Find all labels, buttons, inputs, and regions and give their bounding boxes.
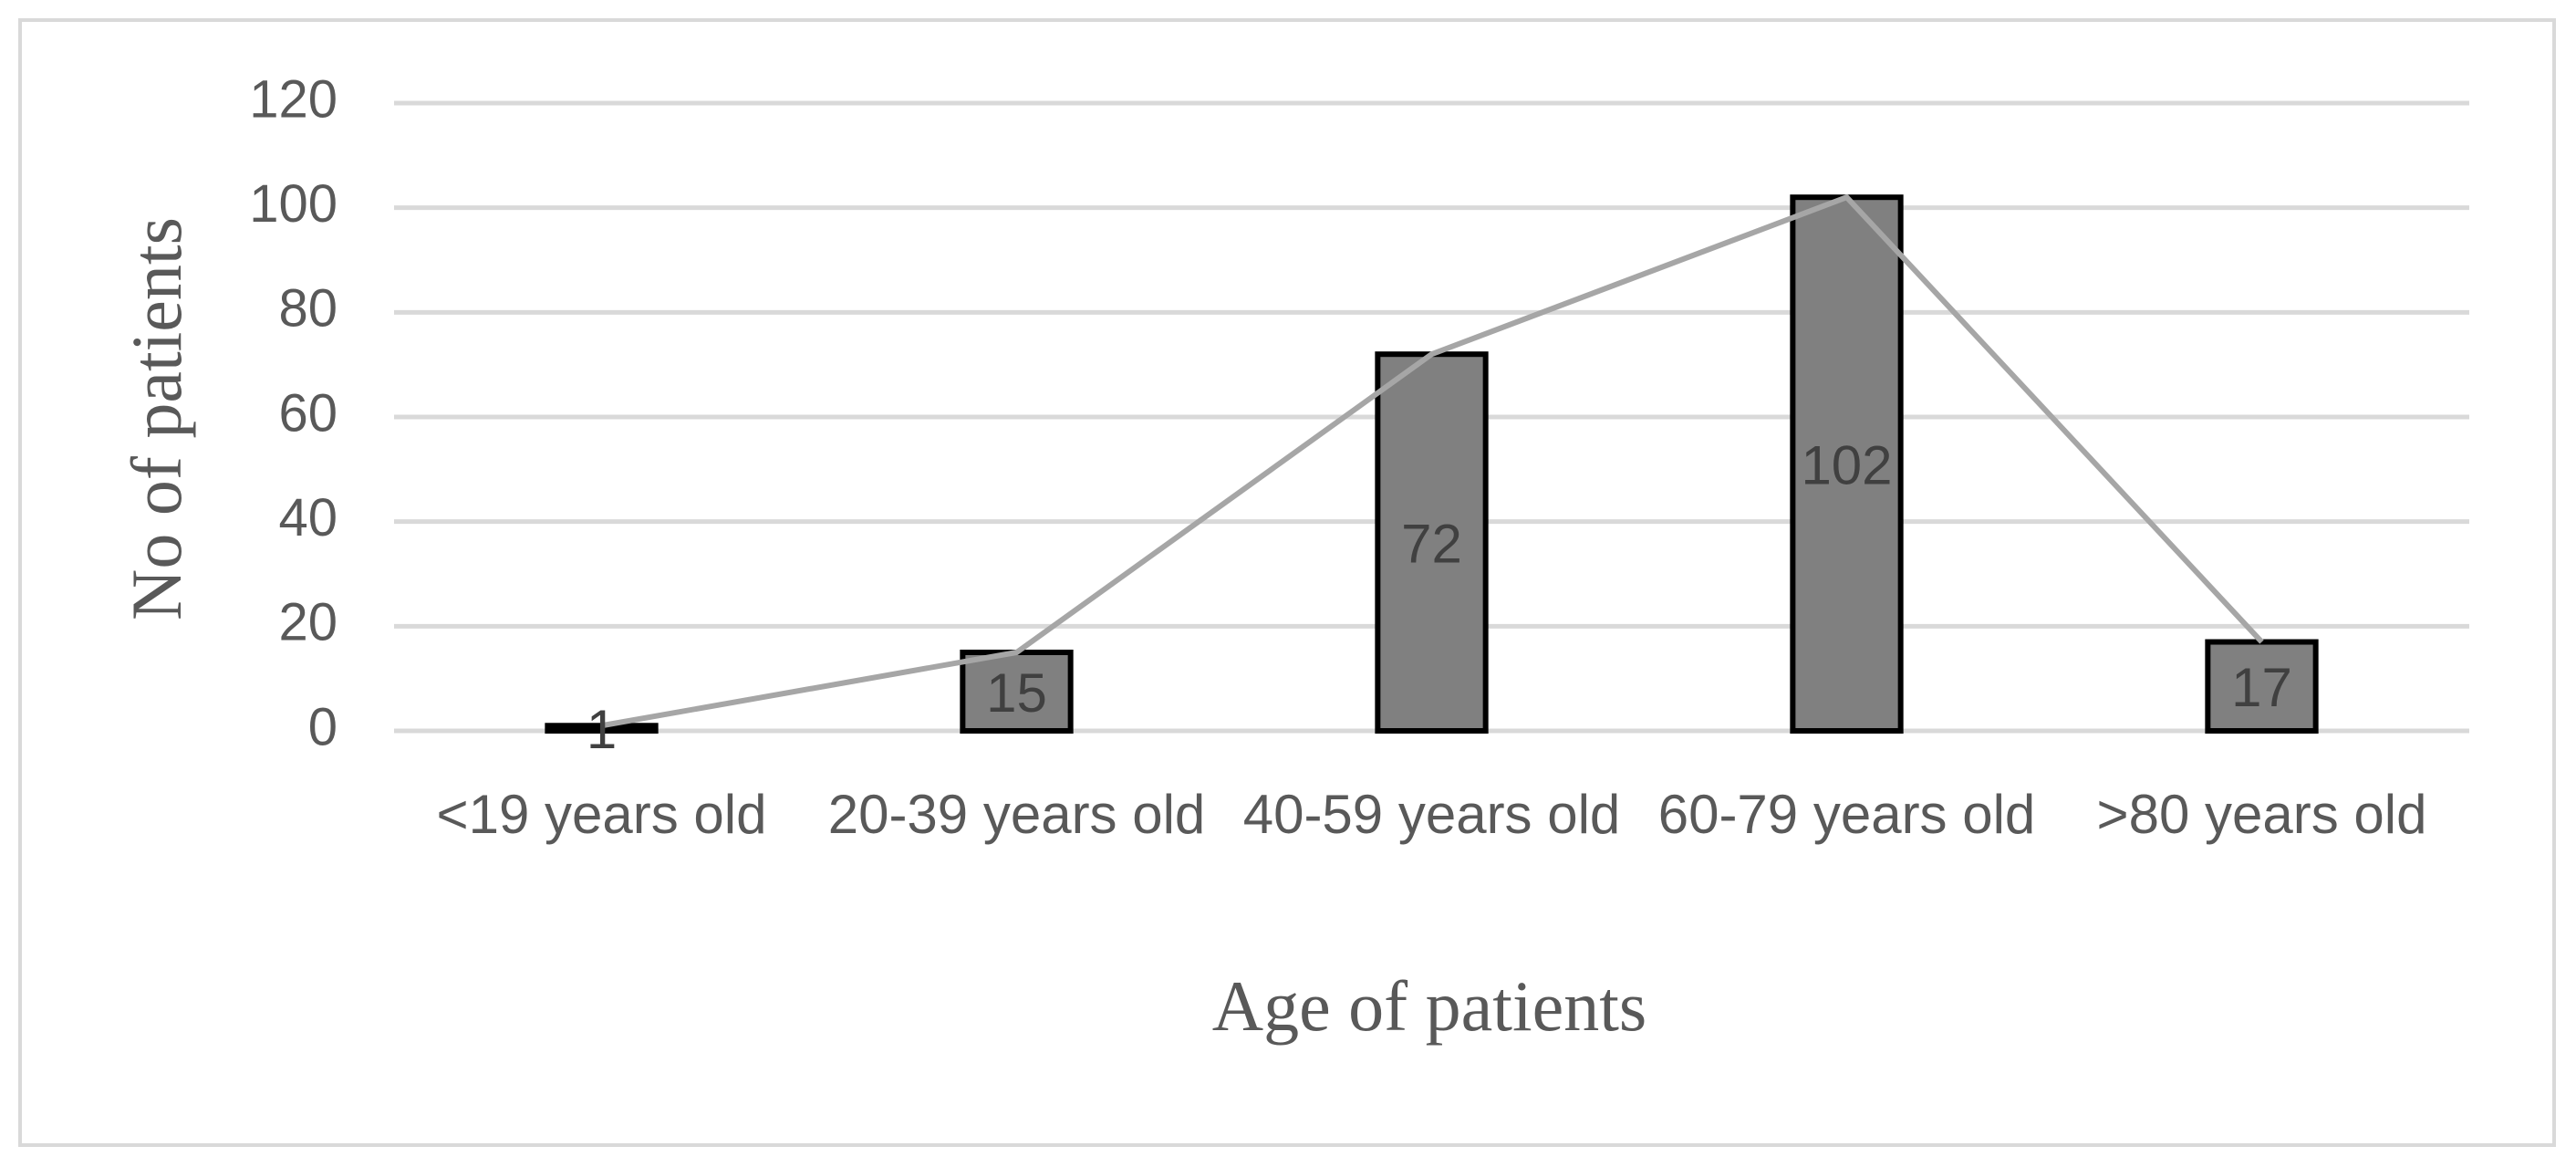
y-tick-label: 60 [278,383,338,443]
x-axis-title: Age of patients [1212,966,1647,1046]
bar [960,650,1074,734]
data-label: 1 [587,699,617,760]
trend-line [600,193,2264,729]
y-tick-label: 80 [278,279,338,339]
x-tick-label: 40-59 years old [1243,784,1621,845]
x-tick-label: 60-79 years old [1658,784,2036,845]
x-tick-label: <19 years old [437,784,767,845]
bar [1790,194,1904,734]
data-label: 15 [986,662,1047,724]
bar [2205,639,2319,734]
x-tick-label: >80 years old [2097,784,2427,845]
data-label: 72 [1401,513,1462,574]
bar [1375,351,1489,734]
data-label: 102 [1801,434,1892,495]
y-tick-label: 120 [249,69,338,129]
y-tick-label: 40 [278,488,338,547]
data-label: 17 [2231,657,2292,718]
y-tick-label: 0 [308,697,338,756]
y-tick-label: 20 [278,593,338,652]
y-axis-title: No of patients [117,217,196,620]
y-tick-label: 100 [249,174,338,234]
x-tick-label: 20-39 years old [828,784,1206,845]
